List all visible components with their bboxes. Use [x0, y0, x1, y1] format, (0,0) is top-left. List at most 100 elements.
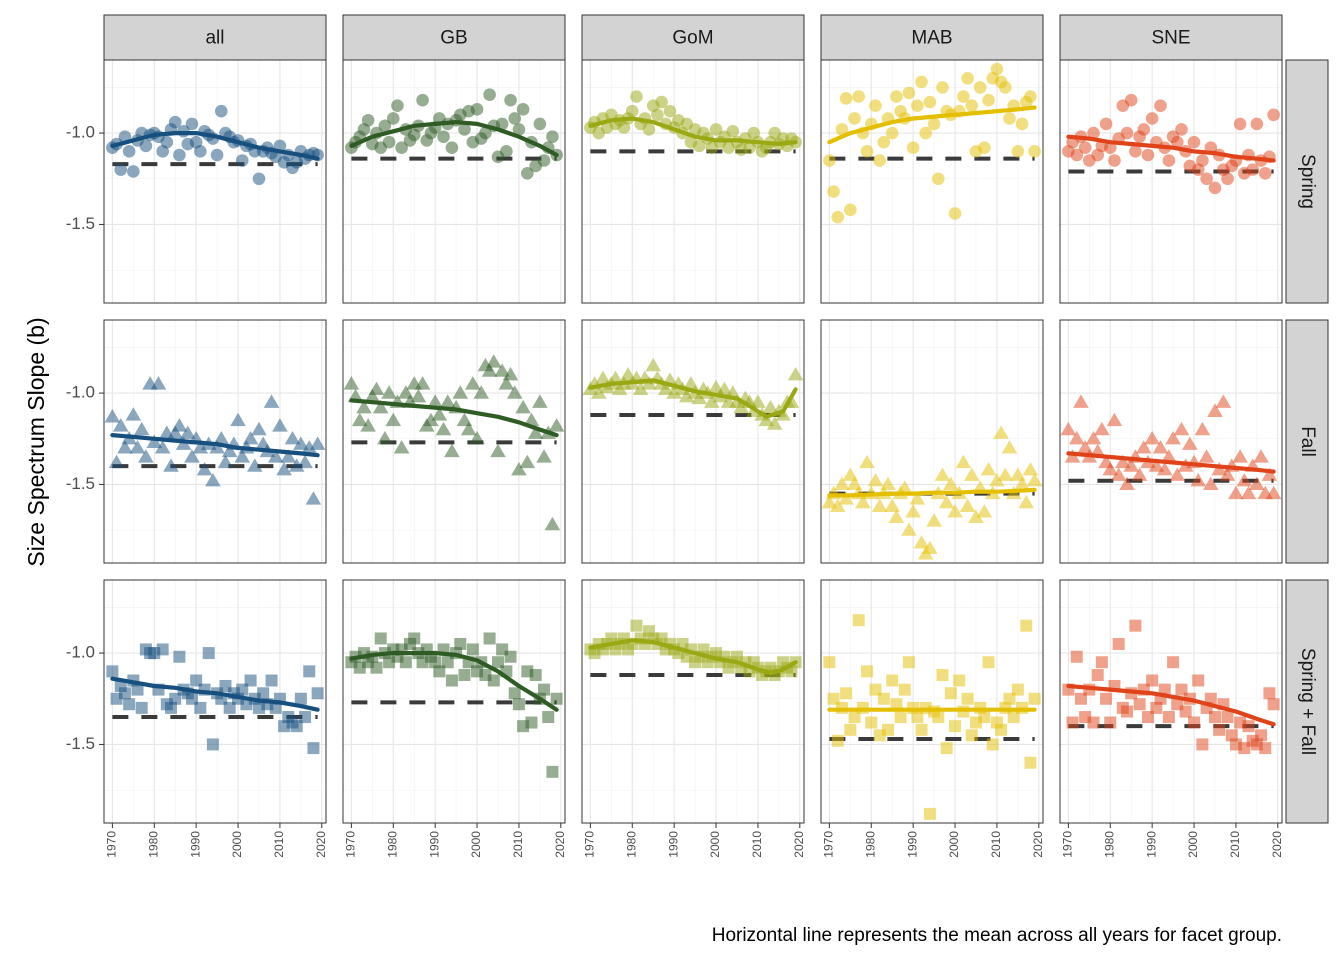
data-point	[521, 166, 534, 180]
facet-strip-mab: MAB	[820, 14, 1044, 61]
data-point	[978, 711, 991, 724]
data-point	[886, 674, 899, 687]
data-point	[1170, 135, 1184, 149]
data-point	[173, 148, 186, 162]
data-point	[469, 430, 485, 445]
trend-line	[827, 105, 1037, 145]
panel-background	[582, 320, 804, 563]
data-point	[896, 480, 913, 494]
panel-content	[1062, 93, 1280, 195]
data-point	[965, 729, 978, 742]
data-point	[246, 458, 263, 472]
trend-line	[588, 638, 798, 676]
data-point	[1165, 430, 1181, 445]
panel-content	[106, 643, 324, 755]
data-point	[834, 476, 850, 491]
data-point	[414, 376, 431, 390]
data-point	[877, 692, 890, 705]
data-point	[192, 440, 209, 454]
data-point	[378, 119, 392, 133]
data-point	[1263, 687, 1276, 700]
data-point	[150, 376, 167, 390]
data-point	[1194, 421, 1211, 436]
data-point	[504, 650, 517, 663]
data-point	[184, 449, 200, 463]
panel-all-fall	[103, 319, 327, 564]
data-point	[106, 665, 119, 678]
data-point	[269, 701, 282, 714]
x-tick-label: 2000	[469, 831, 483, 858]
data-point	[444, 443, 460, 458]
data-point	[1115, 454, 1131, 469]
data-point	[479, 126, 492, 140]
data-point	[651, 108, 664, 122]
panels-layer	[103, 59, 1283, 824]
y-tick-label: -1.5	[66, 474, 95, 493]
data-point	[691, 390, 708, 405]
data-point	[491, 656, 504, 669]
data-point	[252, 172, 266, 186]
data-point	[163, 458, 179, 472]
data-point	[947, 504, 963, 518]
panel-background	[582, 580, 804, 823]
x-tick-label: 1990	[905, 831, 919, 858]
data-point	[156, 643, 169, 656]
data-point	[787, 367, 804, 381]
facet-strip-sne: SNE	[1059, 14, 1283, 61]
data-point	[454, 637, 467, 650]
data-point	[1078, 141, 1092, 154]
data-point	[973, 81, 987, 94]
data-point	[882, 723, 895, 736]
x-tick-label: 1990	[666, 831, 680, 858]
data-point	[940, 742, 953, 755]
x-tick-label: 1970	[822, 831, 836, 858]
x-tick-label: 2020	[1270, 831, 1284, 858]
data-point	[168, 115, 182, 129]
data-point	[548, 418, 565, 432]
data-point	[923, 95, 937, 109]
data-point	[894, 711, 907, 724]
data-point	[223, 701, 236, 714]
data-point	[1135, 440, 1152, 454]
panel-border	[581, 579, 805, 824]
panel-border	[103, 579, 327, 824]
data-point	[508, 687, 521, 700]
data-point	[1011, 683, 1024, 696]
data-point	[297, 454, 313, 469]
data-point	[844, 723, 857, 736]
data-point	[829, 498, 846, 512]
data-point	[949, 720, 962, 733]
data-point	[1120, 126, 1134, 140]
data-point	[284, 430, 301, 445]
y-tick-label: -1.5	[66, 734, 95, 753]
data-point	[750, 394, 766, 408]
data-point	[1060, 421, 1077, 436]
data-point	[1219, 467, 1236, 481]
panel-gom-spring	[581, 59, 805, 304]
data-point	[439, 394, 456, 408]
data-point	[867, 472, 884, 487]
data-point	[932, 711, 945, 724]
data-point	[1133, 698, 1146, 711]
data-point	[393, 440, 410, 454]
data-point	[525, 716, 538, 729]
data-point	[244, 674, 257, 687]
panel-gridlines	[104, 320, 326, 563]
data-point	[852, 614, 865, 627]
data-point	[427, 394, 443, 408]
data-point	[704, 394, 720, 408]
panel-border	[820, 579, 1044, 824]
panel-mab-spring-fall	[820, 579, 1044, 824]
data-point	[114, 163, 128, 176]
data-point	[1179, 705, 1192, 718]
data-point	[108, 454, 125, 469]
facet-strip-label: Spring	[1297, 154, 1318, 209]
data-point	[487, 674, 500, 687]
data-point	[831, 734, 844, 747]
panel-border	[820, 319, 1044, 564]
data-point	[1158, 683, 1171, 696]
data-point	[678, 388, 695, 403]
data-point	[590, 385, 607, 399]
x-tick-label: 1980	[385, 831, 399, 858]
